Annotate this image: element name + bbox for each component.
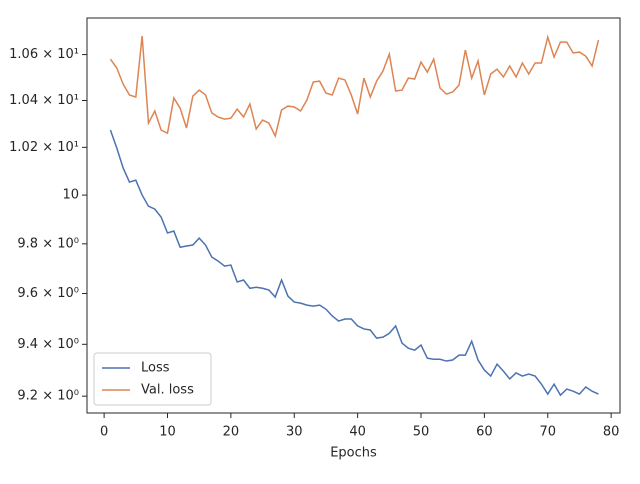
x-tick-label: 40 bbox=[349, 425, 366, 440]
x-tick-label: 70 bbox=[539, 425, 556, 440]
plot-frame bbox=[86, 17, 621, 414]
x-tick-label: 80 bbox=[603, 425, 620, 440]
x-tick-label: 20 bbox=[223, 425, 240, 440]
legend-label: Val. loss bbox=[141, 383, 194, 398]
x-axis-label: Epochs bbox=[330, 446, 377, 461]
y-tick-label: 1.04 × 10¹ bbox=[9, 93, 79, 108]
x-tick-label: 0 bbox=[100, 425, 108, 440]
legend-label: Loss bbox=[141, 361, 170, 376]
y-tick-label: 1.06 × 10¹ bbox=[9, 47, 79, 62]
x-tick-label: 50 bbox=[413, 425, 430, 440]
legend-box bbox=[93, 352, 212, 406]
x-tick-label: 30 bbox=[286, 425, 303, 440]
y-tick-label: 9.6 × 10⁰ bbox=[17, 286, 79, 301]
data-line bbox=[109, 34, 600, 139]
x-tick-label: 60 bbox=[476, 425, 493, 440]
y-tick-label: 1.02 × 10¹ bbox=[9, 140, 79, 155]
y-tick-label: 9.4 × 10⁰ bbox=[17, 337, 79, 352]
x-tick-label: 10 bbox=[159, 425, 176, 440]
data-line bbox=[109, 129, 599, 397]
y-tick-label: 10 bbox=[62, 188, 79, 203]
y-tick-label: 9.2 × 10⁰ bbox=[17, 389, 79, 404]
y-tick-label: 9.8 × 10⁰ bbox=[17, 236, 79, 251]
